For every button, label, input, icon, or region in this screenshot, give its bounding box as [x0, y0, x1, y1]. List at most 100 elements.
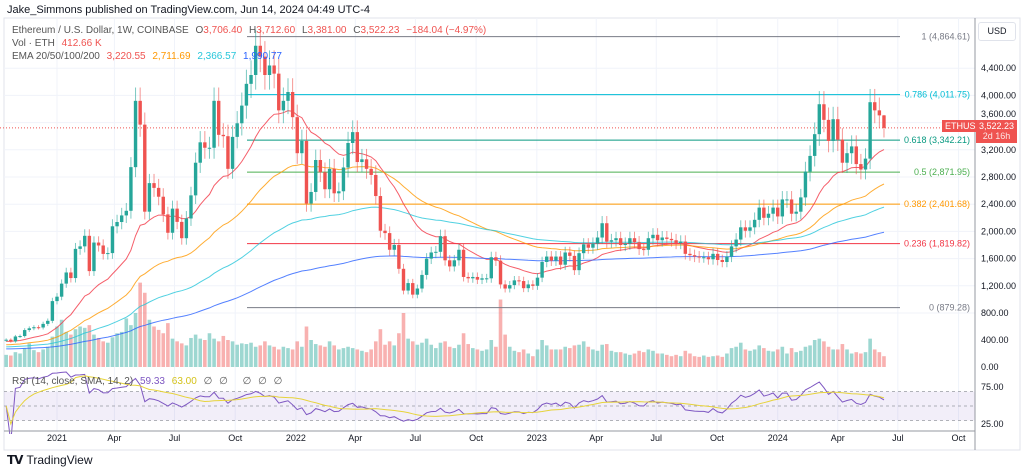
- volume-bar: [863, 352, 868, 367]
- volume-bar: [295, 341, 300, 367]
- volume-bar: [507, 346, 512, 367]
- fib-level-label: 0.382 (2,401.68): [904, 199, 970, 209]
- candle-body: [295, 117, 299, 154]
- candle-body: [263, 56, 267, 75]
- time-tick-label: 2021: [47, 433, 67, 443]
- candle-body: [826, 119, 831, 141]
- fib-level-label: 0.786 (4,011.75): [905, 90, 970, 100]
- candles: [4, 29, 886, 343]
- time-tick-label: Jul: [169, 433, 181, 443]
- volume-bar: [461, 333, 466, 367]
- time-tick-label: 2024: [768, 433, 788, 443]
- volume-bar: [762, 348, 766, 367]
- candle-body: [605, 223, 609, 242]
- candle-body: [41, 323, 45, 328]
- candle-body: [217, 100, 221, 135]
- candle-body: [812, 134, 817, 156]
- volume-bar: [660, 353, 665, 367]
- volume-bar: [170, 338, 175, 367]
- volume-bar: [702, 355, 706, 367]
- volume-bar: [535, 349, 540, 367]
- candle-body: [166, 214, 170, 233]
- candle-body: [401, 268, 406, 291]
- candle-body: [771, 207, 775, 214]
- candle-body: [32, 327, 36, 329]
- volume-bars: [4, 282, 886, 367]
- volume-bar: [124, 318, 129, 367]
- volume-bar: [161, 333, 166, 367]
- candle-body: [808, 155, 812, 172]
- candle-body: [124, 210, 128, 216]
- volume-bar: [290, 349, 295, 367]
- candle-body: [115, 222, 119, 227]
- volume-bar: [133, 313, 138, 367]
- volume-bar: [50, 336, 55, 367]
- candle-body: [660, 237, 664, 241]
- grid: [4, 18, 975, 431]
- candle-body: [46, 320, 50, 324]
- volume-bar: [471, 348, 475, 367]
- volume-bar: [484, 349, 489, 367]
- candle-body: [697, 256, 701, 258]
- candle-body: [161, 196, 165, 215]
- candle-body: [766, 213, 771, 218]
- volume-bar: [41, 349, 45, 367]
- tradingview-logo[interactable]: 𝗧𝗩 TradingView: [7, 453, 93, 467]
- price-tick-label: 2,400.00: [981, 199, 1016, 209]
- candle-body: [494, 257, 498, 261]
- volume-bar: [609, 350, 614, 367]
- volume-bar: [447, 346, 452, 367]
- candle-body: [332, 168, 336, 194]
- volume-bar: [434, 348, 438, 367]
- volume-bar: [36, 352, 41, 367]
- volume-bar: [498, 299, 503, 367]
- volume-bar: [424, 338, 429, 367]
- volume-bar: [577, 344, 581, 367]
- fib-level-label: 1 (4,864.61): [921, 32, 970, 42]
- axes[interactable]: 2021 Apr Jul Oct 2022 Apr Jul Oct 2023 Apr Jul Oct 2…: [47, 63, 1016, 443]
- candle-body: [378, 196, 383, 231]
- candle-body: [586, 244, 590, 248]
- volume-bar: [572, 345, 577, 367]
- fib-retracement[interactable]: 1 (4,864.61) 0.786 (4,011.75) 0.618 (3,342…: [0, 32, 975, 313]
- volume-bar: [683, 350, 688, 367]
- tradingview-mark-icon: 𝗧𝗩: [7, 453, 24, 467]
- volume-bar: [480, 350, 484, 367]
- volume-bar: [258, 345, 263, 367]
- price-tick-label: 4,000.00: [981, 90, 1016, 100]
- volume-bar: [304, 326, 309, 367]
- candle-body: [637, 242, 641, 250]
- volume-legend[interactable]: Vol · ETH 412.66 K: [12, 38, 106, 49]
- ema-legend[interactable]: EMA 20/50/100/200 3,220.55 2,711.69 2,36…: [12, 51, 286, 62]
- currency-button[interactable]: USD: [978, 22, 1016, 41]
- volume-bar: [715, 355, 720, 367]
- rsi-legend[interactable]: RSI (14, close, SMA, 14, 2) 59.33 63.00 …: [12, 376, 286, 387]
- volume-bar: [263, 341, 267, 367]
- volume-bar: [364, 352, 369, 367]
- time-tick-label: Jul: [410, 433, 422, 443]
- volume-bar: [859, 353, 863, 367]
- volume-bar: [429, 344, 434, 367]
- volume-bar: [531, 356, 535, 367]
- candle-body: [706, 257, 711, 260]
- candle-body: [632, 238, 637, 243]
- close-label: C: [353, 25, 361, 36]
- candle-body: [609, 240, 614, 242]
- volume-bar: [595, 350, 600, 367]
- candle-body: [119, 215, 124, 223]
- candle-body: [406, 283, 410, 291]
- candle-body: [702, 257, 706, 259]
- volume-bar: [614, 352, 618, 367]
- symbol-legend[interactable]: Ethereum / U.S. Dollar, 1W, COINBASE O3,…: [12, 25, 490, 36]
- candle-body: [244, 83, 249, 106]
- na-icon: ∅: [258, 376, 267, 387]
- volume-bar: [92, 334, 96, 367]
- volume-bar: [840, 344, 845, 367]
- volume-bar: [808, 345, 812, 367]
- volume-bar: [207, 333, 212, 367]
- volume-bar: [142, 292, 147, 367]
- candle-body: [526, 284, 530, 289]
- candle-body: [272, 65, 276, 74]
- time-tick-label: Oct: [469, 433, 484, 443]
